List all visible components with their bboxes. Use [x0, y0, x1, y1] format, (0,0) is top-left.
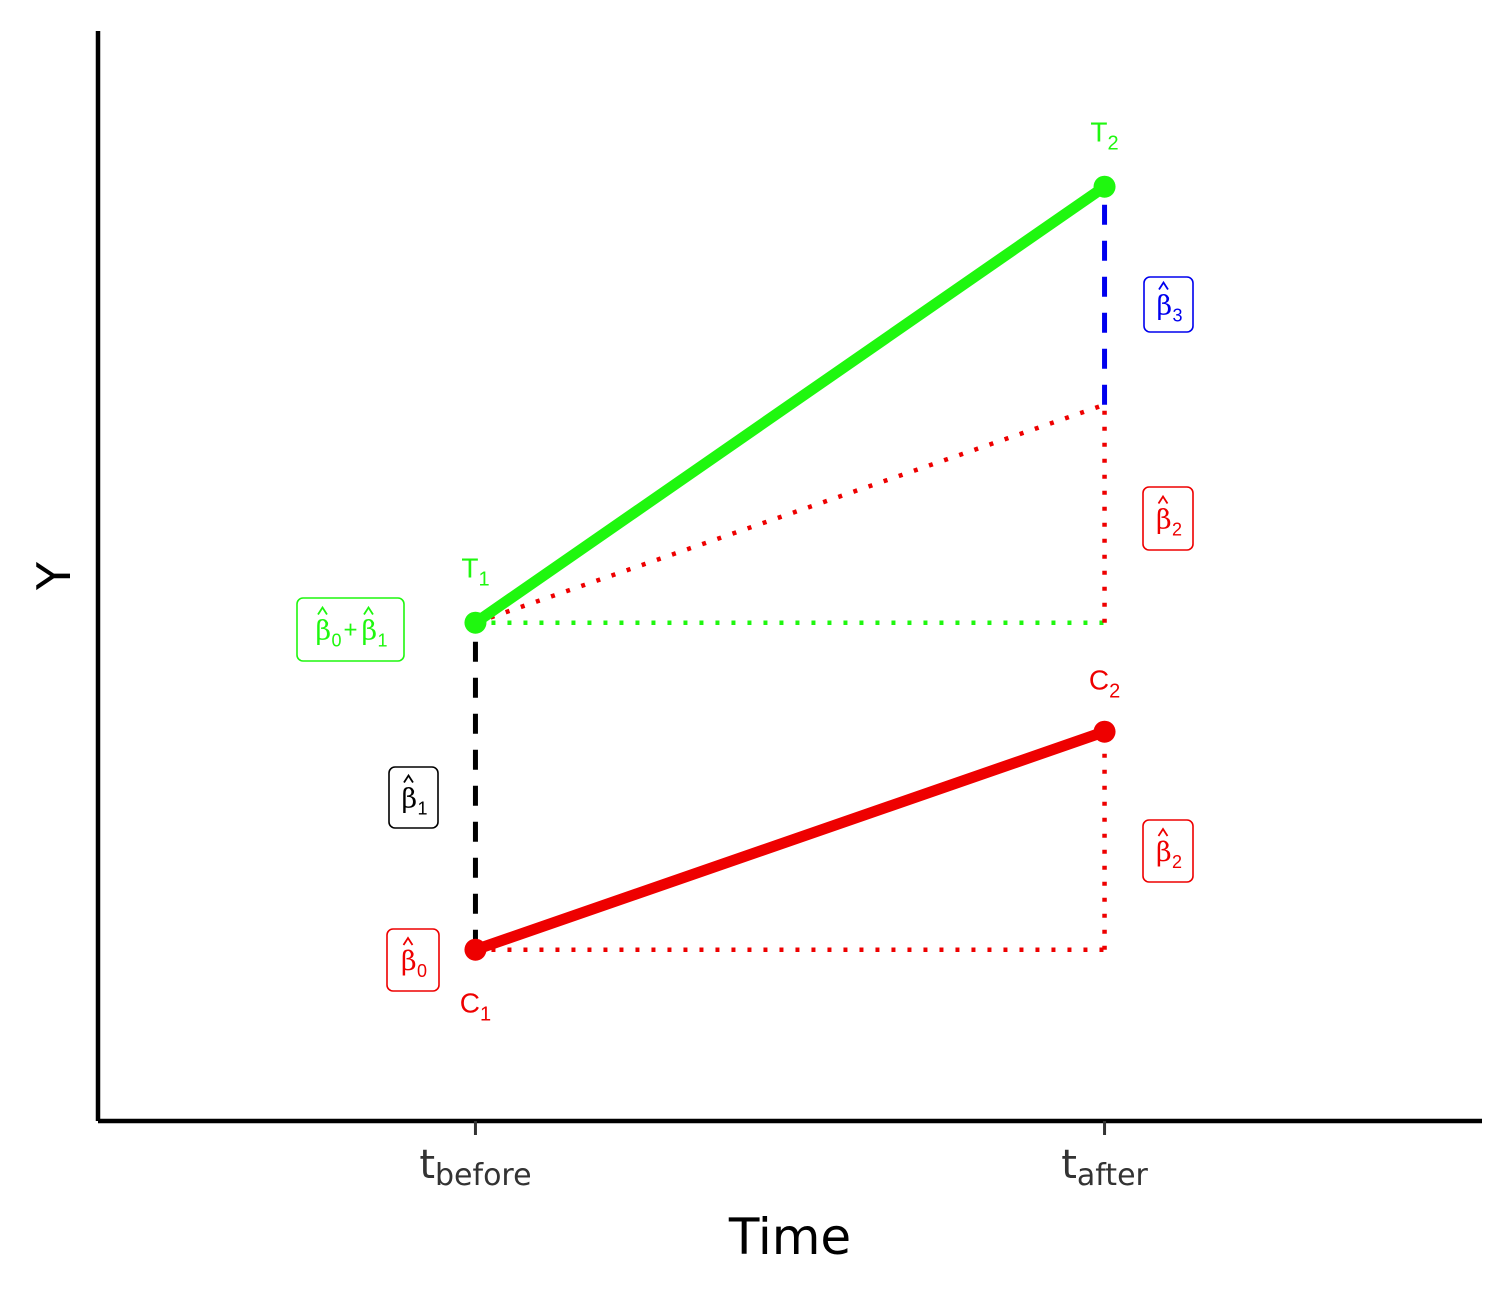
label-c2: C2 — [1089, 665, 1120, 703]
label-c1: C1 — [460, 988, 491, 1026]
label-t2: T2 — [1090, 117, 1118, 155]
beta-symbol: β — [1156, 837, 1172, 868]
annotation-operator: + — [343, 617, 357, 644]
annotation-box — [296, 597, 405, 662]
beta-subscript: 1 — [378, 631, 388, 651]
coefficient-annotations: β 0 + β 1β 1β 0β 3β 2β 2 — [296, 276, 1194, 992]
beta-symbol: β — [1156, 505, 1172, 536]
hat-mark — [403, 773, 414, 783]
x-tick-label: tbefore — [419, 1142, 531, 1193]
hat-mark — [363, 605, 374, 615]
treatment-line — [469, 181, 1111, 629]
axes — [95, 31, 1482, 1124]
beta-symbol: β — [316, 616, 332, 647]
x-tick-label: tafter — [1061, 1142, 1148, 1193]
treatment-point-before — [464, 611, 487, 634]
data-points — [464, 175, 1116, 961]
beta-symbol: β — [401, 946, 417, 977]
hat-mark — [317, 605, 328, 615]
hat-mark — [402, 936, 414, 946]
hat-mark — [1157, 827, 1169, 837]
point-labels: T1 T2 C1 C2 — [460, 117, 1120, 1026]
hat-mark — [1158, 280, 1169, 290]
x-axis-ticks: tbefore tafter — [419, 1121, 1149, 1193]
treatment-point-after — [1093, 175, 1116, 198]
annotation-box — [1143, 276, 1194, 333]
x-axis-title: Time — [728, 1208, 851, 1266]
y-axis-title: Y — [27, 561, 81, 591]
annotation-box — [386, 928, 440, 992]
annotation-b0b1: β 0 + β 1 — [296, 597, 405, 662]
beta-subscript: 1 — [418, 799, 428, 819]
beta-subscript: 2 — [1172, 852, 1182, 872]
beta-subscript: 0 — [332, 631, 342, 651]
control-line — [469, 726, 1111, 956]
beta-symbol: β — [402, 784, 418, 815]
label-t1: T1 — [461, 553, 489, 591]
beta-subscript: 3 — [1173, 306, 1183, 326]
beta-symbol: β — [1157, 291, 1173, 322]
series-lines — [469, 181, 1111, 956]
annotation-box — [1142, 486, 1194, 551]
annotation-box — [388, 766, 439, 829]
beta-subscript: 2 — [1172, 520, 1182, 540]
beta-subscript: 0 — [417, 961, 427, 981]
control-point-after — [1093, 720, 1116, 743]
beta-symbol: β — [362, 616, 378, 647]
guide-lines — [472, 186, 1108, 952]
annotation-box — [1142, 819, 1194, 883]
hat-mark — [1157, 494, 1169, 504]
counterfactual-trend-dotted — [474, 402, 1106, 625]
control-point-before — [464, 938, 487, 961]
